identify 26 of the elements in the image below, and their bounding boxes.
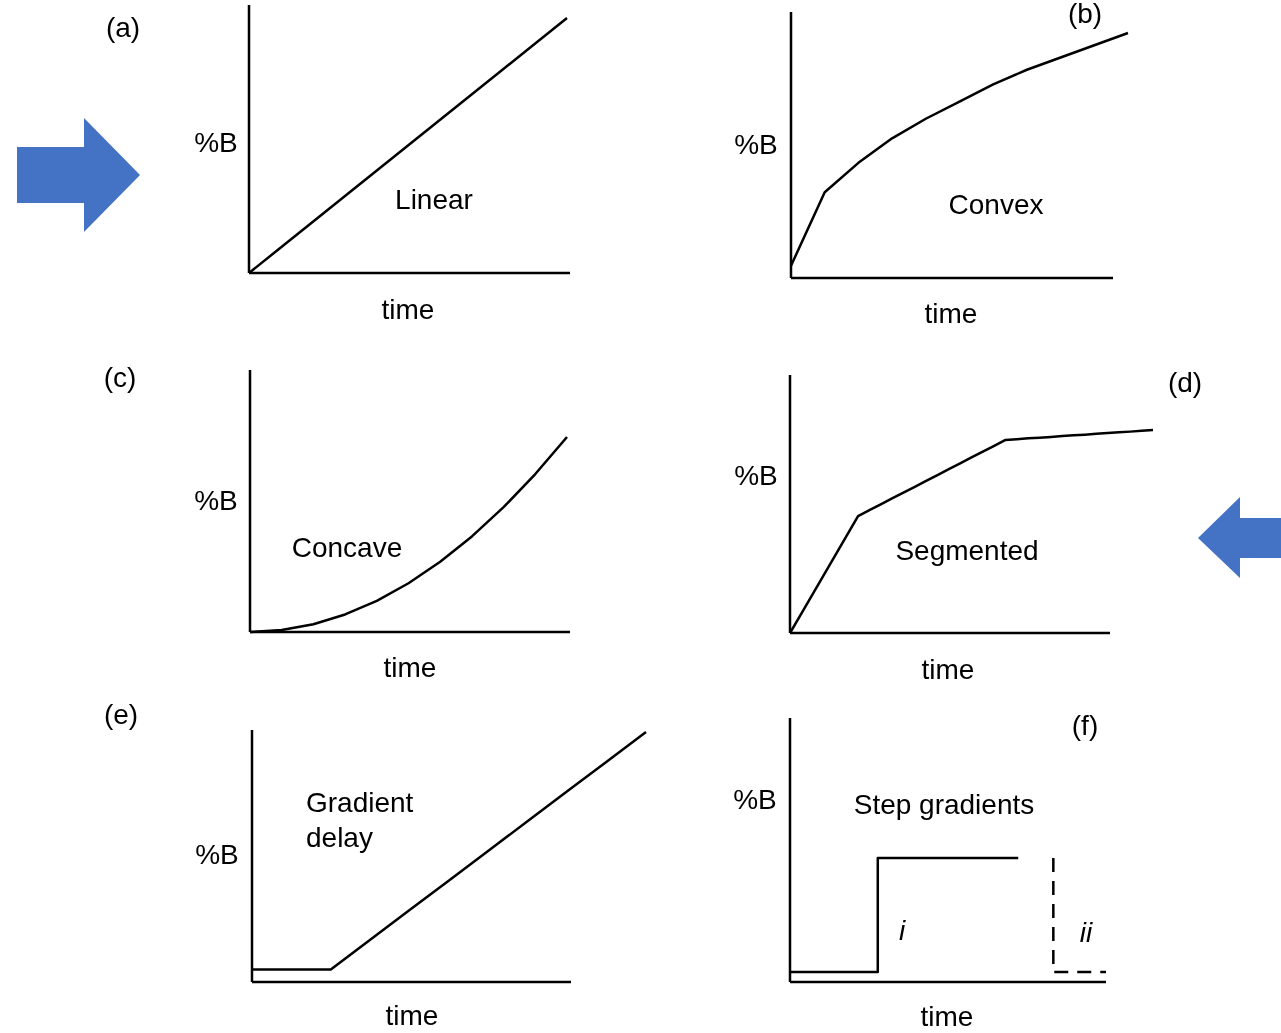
x-axis-title: time [385,1000,439,1032]
chart-title: (f) [1071,710,1099,742]
x-axis-title: time [921,654,975,686]
annotation: Gradient delay [306,787,414,854]
chart-title: (c) [103,362,137,394]
chart-title: (b) [1067,0,1103,30]
x-axis-title: time [920,1001,974,1033]
x-axis-title: time [924,298,978,330]
chart-title: (e) [103,699,139,731]
y-axis-title: %B [734,129,778,161]
y-axis-title: %B [194,127,238,159]
annotation: Concave [291,532,403,564]
series-label: ii [1079,917,1093,949]
chart-title: (a) [105,12,141,44]
y-axis-title: %B [194,485,238,517]
text: Step gradients [853,789,1035,821]
chart-title: (d) [1167,367,1203,399]
annotation: Convex [948,189,1044,221]
annotation: Linear [395,184,473,216]
y-axis-title: %B [733,784,777,816]
y-axis-title: %B [734,460,778,492]
annotation: Segmented [895,535,1039,567]
x-axis-title: time [383,652,437,684]
x-axis-title: time [381,294,435,326]
series-label: i [898,915,906,947]
y-axis-title: %B [195,839,239,871]
